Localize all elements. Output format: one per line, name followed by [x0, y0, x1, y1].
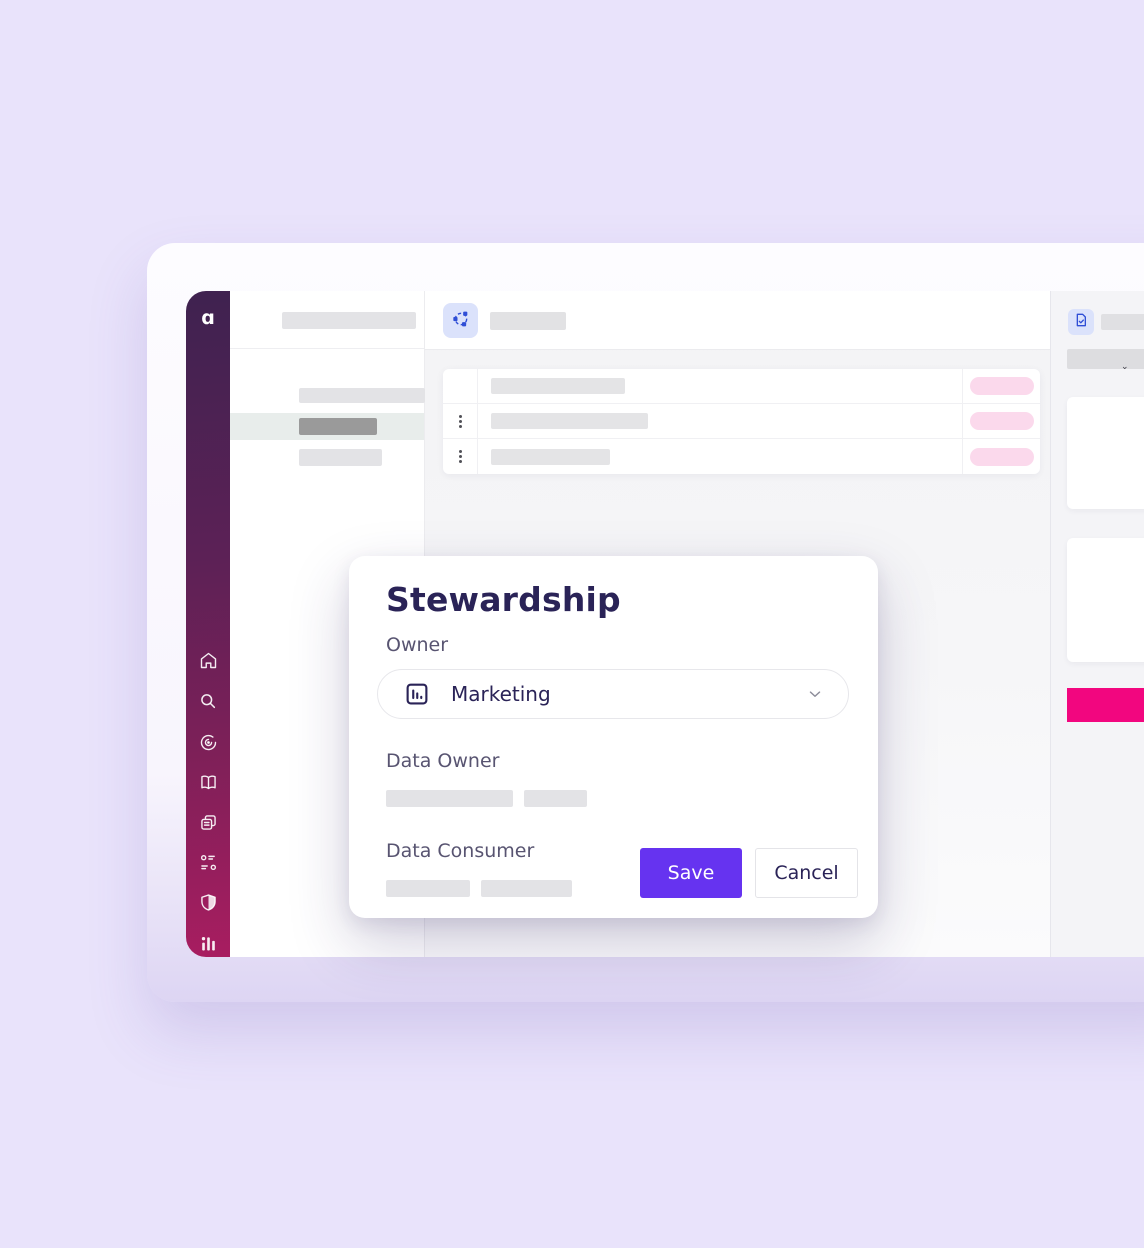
cell-text-placeholder: [491, 413, 648, 429]
metadata-list-icon: [198, 852, 219, 873]
cell-text-placeholder: [491, 448, 610, 465]
pink-tag-placeholder: [969, 447, 1034, 466]
right-card: [1067, 538, 1144, 662]
kebab-menu-icon[interactable]: [458, 450, 462, 463]
pink-tag-placeholder: [969, 377, 1034, 395]
panel-title-placeholder: [282, 312, 416, 329]
table-row[interactable]: [443, 404, 1040, 439]
selected-item-placeholder: [299, 418, 377, 435]
owner-label: Owner: [386, 634, 449, 656]
chevron-down-icon: [806, 685, 824, 703]
sidebar-nav: ɑ: [186, 291, 230, 957]
data-consumer-label: Data Consumer: [386, 840, 535, 862]
data-consumer-placeholder: [481, 880, 572, 897]
asset-table: [443, 369, 1040, 474]
metrics-chart-icon: [198, 933, 219, 954]
tag-cell: [962, 439, 1040, 474]
row-menu-cell: [443, 369, 478, 403]
pink-tag-placeholder: [969, 412, 1034, 430]
atlan-logo-icon: ɑ: [201, 307, 215, 329]
data-owner-placeholder: [386, 790, 513, 807]
sidebar-item-governance[interactable]: [186, 892, 230, 913]
row-menu-cell: [443, 404, 478, 438]
search-icon: [198, 691, 218, 711]
cancel-button[interactable]: Cancel: [755, 848, 858, 898]
main-header: [425, 291, 1050, 350]
right-panel: ⌄: [1050, 291, 1144, 957]
chevron-down-icon: ⌄: [1121, 362, 1129, 372]
sidebar-item-assets[interactable]: [186, 812, 230, 833]
right-select-placeholder[interactable]: [1067, 349, 1144, 369]
assets-copy-icon: [198, 812, 219, 833]
asset-type-badge[interactable]: [443, 303, 478, 338]
data-owner-placeholder: [524, 790, 587, 807]
list-item-selected[interactable]: [230, 413, 424, 440]
list-item[interactable]: [299, 449, 382, 466]
modal-title: Stewardship: [386, 580, 621, 619]
save-button[interactable]: Save: [640, 848, 742, 898]
magenta-highlight-block: [1067, 688, 1144, 722]
kebab-menu-icon[interactable]: [458, 414, 462, 428]
sidebar-item-metrics[interactable]: [186, 933, 230, 954]
owner-dropdown-value: Marketing: [451, 682, 551, 706]
sidebar-item-home[interactable]: [186, 650, 230, 671]
stewardship-modal: Stewardship Owner Marketing Data Owner D…: [349, 556, 878, 918]
sidebar-item-glossary[interactable]: [186, 772, 230, 793]
right-title-placeholder: [1101, 314, 1144, 330]
data-owner-label: Data Owner: [386, 750, 500, 772]
cell-text-placeholder: [491, 378, 625, 394]
column-chart-icon: [402, 679, 432, 709]
sidebar-item-search[interactable]: [186, 691, 230, 711]
owner-dropdown[interactable]: Marketing: [377, 669, 849, 719]
right-card: [1067, 397, 1144, 509]
list-item[interactable]: [299, 388, 425, 403]
insights-spiral-icon: [198, 732, 219, 753]
row-menu-cell: [443, 439, 478, 474]
tag-cell: [962, 369, 1040, 403]
table-row[interactable]: [443, 369, 1040, 404]
tag-cell: [962, 404, 1040, 438]
table-row[interactable]: [443, 439, 1040, 474]
left-panel-header: [230, 291, 424, 349]
doc-badge[interactable]: [1068, 309, 1094, 335]
glossary-book-icon: [198, 772, 219, 793]
governance-shield-icon: [198, 892, 219, 913]
app-logo[interactable]: ɑ: [186, 307, 230, 329]
header-title-placeholder: [490, 312, 566, 330]
home-icon: [198, 650, 219, 671]
sidebar-item-insights[interactable]: [186, 732, 230, 753]
process-nodes-icon: [451, 309, 471, 333]
sidebar-item-metadata[interactable]: [186, 852, 230, 873]
document-check-icon: [1073, 312, 1089, 332]
data-consumer-placeholder: [386, 880, 470, 897]
